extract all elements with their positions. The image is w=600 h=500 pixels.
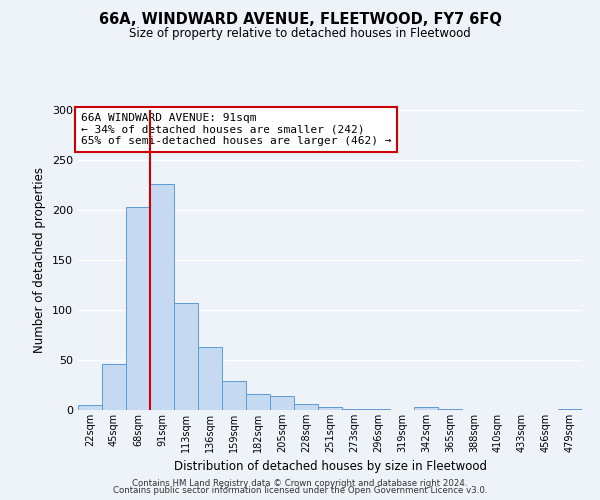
Bar: [294, 404, 318, 410]
Text: Contains public sector information licensed under the Open Government Licence v3: Contains public sector information licen…: [113, 486, 487, 495]
Bar: [126, 207, 150, 410]
Bar: [198, 347, 222, 410]
Bar: [150, 184, 174, 410]
Bar: [318, 407, 342, 410]
Bar: [342, 409, 366, 410]
Bar: [438, 409, 462, 410]
Bar: [270, 396, 294, 410]
Text: 66A, WINDWARD AVENUE, FLEETWOOD, FY7 6FQ: 66A, WINDWARD AVENUE, FLEETWOOD, FY7 6FQ: [98, 12, 502, 28]
Bar: [246, 394, 270, 410]
Bar: [558, 409, 582, 410]
Y-axis label: Number of detached properties: Number of detached properties: [34, 167, 46, 353]
Bar: [78, 405, 102, 410]
Bar: [222, 381, 246, 410]
Bar: [102, 364, 126, 410]
Bar: [174, 303, 198, 410]
Text: 66A WINDWARD AVENUE: 91sqm
← 34% of detached houses are smaller (242)
65% of sem: 66A WINDWARD AVENUE: 91sqm ← 34% of deta…: [80, 113, 391, 146]
Bar: [366, 409, 390, 410]
Text: Contains HM Land Registry data © Crown copyright and database right 2024.: Contains HM Land Registry data © Crown c…: [132, 478, 468, 488]
Bar: [414, 407, 438, 410]
X-axis label: Distribution of detached houses by size in Fleetwood: Distribution of detached houses by size …: [173, 460, 487, 473]
Text: Size of property relative to detached houses in Fleetwood: Size of property relative to detached ho…: [129, 28, 471, 40]
